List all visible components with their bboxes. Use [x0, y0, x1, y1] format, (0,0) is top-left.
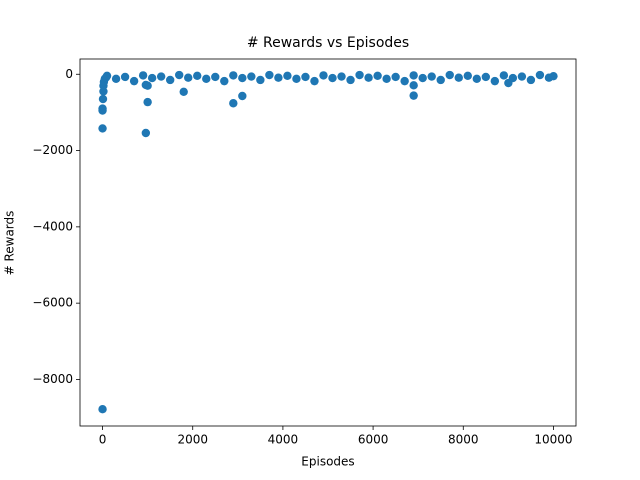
point: [373, 71, 382, 80]
point: [292, 74, 301, 84]
x-tick-label: 8000: [448, 433, 479, 447]
point: [283, 71, 292, 80]
point: [526, 75, 536, 85]
point: [436, 75, 445, 85]
point: [508, 73, 518, 83]
point: [517, 72, 527, 81]
point: [301, 72, 310, 82]
x-tick-label: 6000: [358, 433, 389, 447]
x-tick-label: 10000: [534, 433, 572, 447]
y-tick-label: 0: [65, 67, 73, 81]
point: [499, 71, 509, 80]
point: [445, 70, 454, 80]
plot-area: [98, 70, 558, 414]
point: [481, 72, 491, 82]
point: [165, 75, 175, 85]
point: [238, 91, 247, 101]
point: [274, 73, 283, 82]
x-tick-label: 4000: [268, 433, 299, 447]
point: [143, 97, 152, 107]
point: [193, 71, 202, 80]
point: [120, 72, 130, 82]
point: [238, 73, 247, 83]
point: [247, 72, 256, 81]
point: [129, 76, 139, 86]
point: [175, 70, 184, 80]
point: [454, 73, 463, 82]
point: [382, 74, 391, 84]
point: [229, 71, 238, 80]
point: [400, 76, 409, 86]
axes-frame: [79, 58, 577, 427]
point: [535, 70, 545, 80]
point: [346, 75, 355, 85]
point: [328, 73, 337, 83]
point: [549, 71, 558, 81]
point: [355, 70, 364, 80]
point: [211, 72, 220, 82]
point: [156, 72, 166, 81]
point: [147, 73, 157, 83]
y-axis-label: # Rewards: [3, 211, 17, 276]
point: [490, 76, 500, 86]
point: [202, 74, 211, 84]
point: [102, 71, 112, 80]
x-tick-label: 2000: [177, 433, 208, 447]
point: [98, 124, 107, 133]
point: [229, 99, 238, 108]
y-tick-label: −6000: [32, 296, 73, 310]
point: [463, 71, 472, 80]
point: [143, 81, 152, 90]
point: [418, 73, 427, 83]
point: [391, 72, 400, 82]
point: [111, 74, 121, 84]
point: [98, 94, 108, 104]
point: [265, 70, 274, 80]
point: [337, 72, 346, 81]
point: [220, 76, 229, 86]
point: [319, 71, 328, 80]
point: [141, 128, 151, 138]
y-tick-label: −4000: [32, 219, 73, 233]
point: [472, 74, 481, 84]
point: [98, 405, 107, 414]
point: [409, 91, 418, 100]
point: [98, 106, 107, 115]
y-tick-label: −2000: [32, 143, 73, 157]
point: [179, 87, 188, 97]
x-axis-label: Episodes: [301, 455, 354, 469]
point: [427, 72, 436, 81]
point: [184, 73, 193, 82]
point: [364, 73, 373, 82]
chart-title: # Rewards vs Episodes: [247, 35, 409, 51]
point: [409, 71, 418, 80]
point: [138, 71, 148, 80]
point: [310, 76, 319, 86]
y-tick-label: −8000: [32, 372, 73, 386]
point: [256, 75, 265, 85]
x-tick-label: 0: [99, 433, 107, 447]
point: [409, 81, 418, 90]
